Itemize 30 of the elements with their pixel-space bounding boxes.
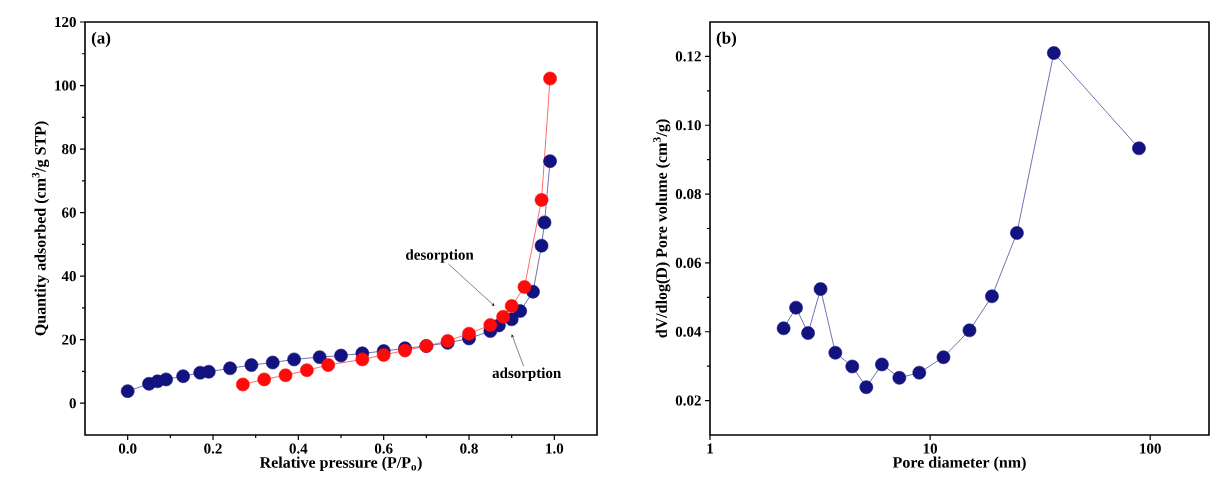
y-tick-label: 0.10 bbox=[675, 120, 701, 131]
y-tick-label: 60 bbox=[62, 207, 76, 218]
y-tick-label: 0.12 bbox=[675, 51, 701, 62]
annotation: adsorption bbox=[492, 367, 562, 382]
y-tick-label: 0.06 bbox=[675, 257, 702, 269]
x-tick-label: 0.6 bbox=[374, 443, 393, 454]
x-tick-label: 10 bbox=[923, 443, 938, 454]
y-tick-label: 0.02 bbox=[675, 395, 701, 406]
y-axis-title: Quantity adsorbed (cm$^{3}$/g STP) bbox=[31, 121, 50, 336]
y-axis-title: dV/dlog(D) Pore volume (cm$^{3}$/g) bbox=[653, 119, 671, 338]
x-axis-title: Pore diameter (nm) bbox=[892, 456, 1026, 472]
x-tick-label: 1 bbox=[707, 443, 713, 454]
annotation: desorption bbox=[406, 249, 474, 263]
x-tick-label: 0.4 bbox=[289, 443, 308, 454]
y-tick-label: 40 bbox=[61, 271, 76, 282]
x-tick-label: 0.2 bbox=[204, 443, 222, 454]
y-tick-label: 120 bbox=[55, 16, 76, 28]
y-tick-label: 0 bbox=[69, 398, 76, 409]
y-tick-label: 0.08 bbox=[675, 188, 701, 200]
annotation: (b) bbox=[716, 31, 737, 48]
x-axis-title: Relative pressure (P/P$_{o}$) bbox=[259, 456, 422, 472]
annotation: (a) bbox=[91, 31, 111, 48]
x-tick-label: 100 bbox=[1140, 443, 1161, 454]
y-tick-label: 80 bbox=[61, 144, 76, 155]
y-tick-label: 20 bbox=[62, 334, 76, 345]
x-tick-label: 1.0 bbox=[546, 443, 564, 454]
y-tick-label: 100 bbox=[55, 80, 76, 91]
y-tick-label: 0.04 bbox=[675, 326, 702, 337]
x-tick-label: 0.8 bbox=[460, 443, 478, 454]
x-tick-label: 0.0 bbox=[118, 443, 137, 454]
